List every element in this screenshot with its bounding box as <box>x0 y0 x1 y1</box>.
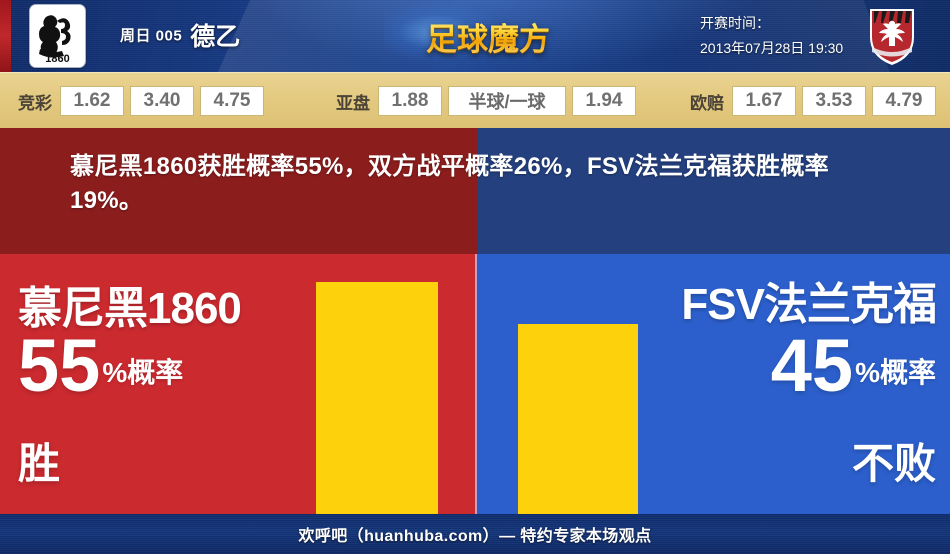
away-probability-value: 45 <box>770 324 854 407</box>
away-team-name: FSV法兰克福 <box>681 280 937 329</box>
odds-group-label: 竞彩 <box>18 93 52 113</box>
summary-banner: 慕尼黑1860获胜概率55%，双方战平概率26%，FSV法兰克福获胜概率19%。 <box>0 128 950 254</box>
odds-cell[interactable]: 3.40 <box>130 86 194 116</box>
match-league-label: 德乙 <box>190 23 241 51</box>
home-probability-suffix: %概率 <box>102 357 184 389</box>
kickoff-value: 2013年07月28日 19:30 <box>700 39 844 56</box>
panel-divider <box>475 254 477 514</box>
away-probability-bar <box>518 324 638 514</box>
odds-cell[interactable]: 1.88 <box>378 86 442 116</box>
odds-cell[interactable]: 4.75 <box>200 86 264 116</box>
brand-logo: 足球魔方 <box>384 0 594 72</box>
kickoff-info: 开赛时间： 2013年07月28日 19:30 <box>700 11 843 60</box>
home-verdict: 胜 <box>18 440 61 487</box>
odds-bar: 竞彩 1.62 3.40 4.75 亚盘 1.88 半球/一球 1.94 欧赔 … <box>0 72 950 130</box>
away-verdict: 不败 <box>851 440 936 487</box>
banner-left-half <box>0 128 477 254</box>
away-probability: 45 %概率 <box>770 324 936 407</box>
home-team-name: 慕尼黑1860 <box>18 284 242 333</box>
odds-cell[interactable]: 4.79 <box>872 86 936 116</box>
odds-group-label: 亚盘 <box>336 93 370 113</box>
footer-credit: 欢呼吧（huanhuba.com）— 特约专家本场观点 <box>298 528 652 545</box>
home-probability-bar <box>316 282 438 514</box>
kickoff-label: 开赛时间： <box>700 15 770 31</box>
home-team-crest-icon: 1860 <box>30 5 85 67</box>
odds-cell[interactable]: 1.94 <box>572 86 636 116</box>
summary-text: 慕尼黑1860获胜概率55%，双方战平概率26%，FSV法兰克福获胜概率19%。 <box>70 153 829 215</box>
footer-bar: 欢呼吧（huanhuba.com）— 特约专家本场观点 <box>0 514 950 554</box>
header-accent-bar <box>0 0 11 72</box>
odds-group-asian-handicap: 亚盘 1.88 半球/一球 1.94 <box>336 73 642 129</box>
odds-group-european: 欧赔 1.67 3.53 4.79 <box>690 73 942 129</box>
match-round-label: 周日 005 <box>120 27 183 45</box>
odds-cell[interactable]: 1.62 <box>60 86 124 116</box>
away-team-crest-icon <box>862 3 922 69</box>
probability-chart: 慕尼黑1860 55 %概率 胜 FSV法兰克福 45 %概率 不败 <box>0 254 950 514</box>
odds-cell-handicap[interactable]: 半球/一球 <box>448 86 566 116</box>
odds-group-label: 欧赔 <box>690 93 724 113</box>
odds-group-jingcai: 竞彩 1.62 3.40 4.75 <box>18 73 270 129</box>
banner-right-half <box>477 128 950 254</box>
header-bar: 1860 周日 005 德乙 足球魔方 开赛时间： 2013年07月28日 19:… <box>0 0 950 72</box>
away-probability-suffix: %概率 <box>855 357 936 389</box>
svg-text:1860: 1860 <box>45 53 69 65</box>
odds-cell[interactable]: 1.67 <box>732 86 796 116</box>
home-probability-value: 55 <box>18 324 101 407</box>
home-probability: 55 %概率 <box>18 324 184 407</box>
brand-logo-text: 足球魔方 <box>426 14 550 59</box>
odds-cell[interactable]: 3.53 <box>802 86 866 116</box>
match-meta: 周日 005 德乙 <box>120 17 240 53</box>
